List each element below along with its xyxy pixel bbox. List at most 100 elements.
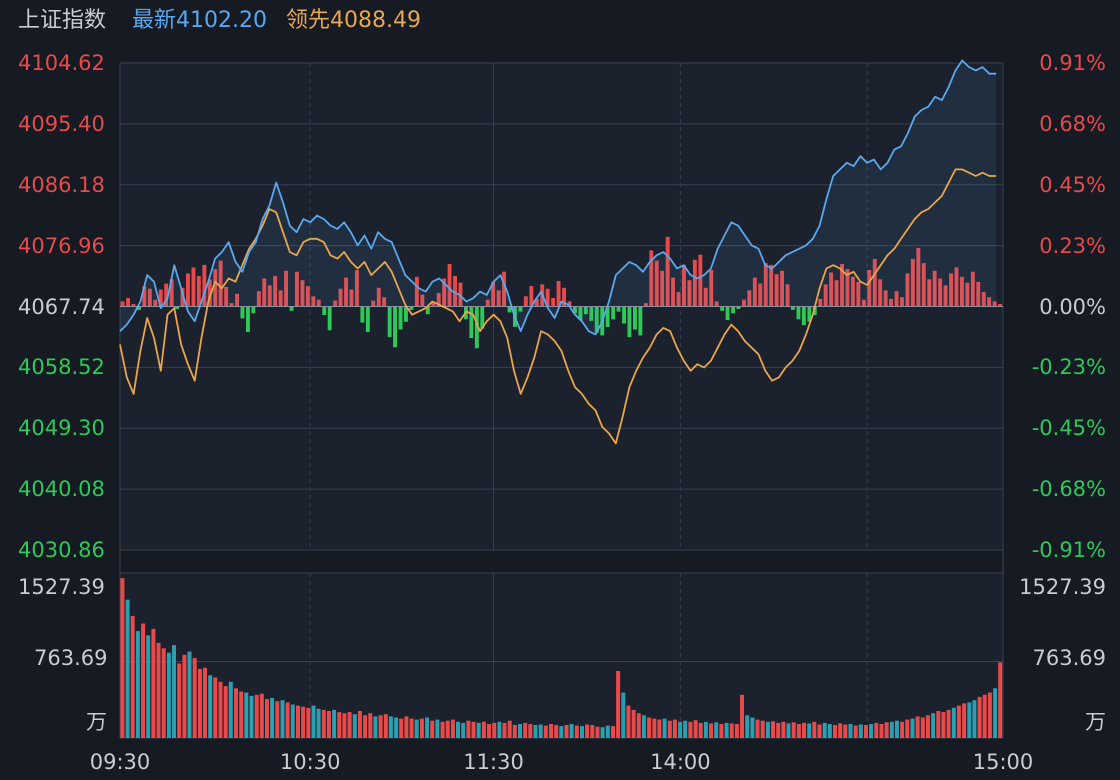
volume-bar [130,615,135,738]
diff-bar [431,302,436,307]
diff-bar [573,306,577,314]
diff-bar [126,298,130,307]
volume-tick-label: 763.69 [34,646,108,670]
volume-bar [337,712,342,738]
volume-bar [223,686,228,738]
diff-bar [436,292,441,307]
volume-bar [611,726,615,738]
volume-bar [714,722,719,738]
volume-bar [528,724,533,738]
volume-bar [321,709,326,738]
volume-tick-label: 763.69 [1032,646,1106,670]
volume-bar [461,722,466,738]
volume-bar [543,725,548,738]
diff-bar [872,258,877,307]
volume-bar [931,713,936,738]
percent-tick-label: 0.23% [1039,233,1106,258]
volume-bar [962,703,967,738]
diff-bar [551,298,556,307]
diff-bar [796,306,801,320]
diff-bar [371,300,376,307]
volume-bar [399,718,404,738]
diff-bar [845,269,850,307]
price-tick-label: 4030.86 [18,538,105,562]
volume-bar [326,711,331,738]
volume-tick-label: 1527.39 [1019,575,1106,599]
volume-bar [807,723,812,738]
diff-bar [425,306,430,315]
time-tick-label: 09:30 [89,750,151,774]
diff-bar [709,270,714,307]
volume-bar [693,720,698,738]
volume-bar [177,663,182,738]
diff-bar [851,276,855,307]
volume-bar [306,707,311,738]
volume-bar [378,715,383,738]
volume-bar [879,724,884,738]
volume-bar [869,724,874,738]
volume-bar [192,658,197,738]
diff-bar [376,287,381,307]
diff-bar [943,285,948,307]
volume-bar [600,727,605,738]
diff-bar [224,287,229,307]
diff-bar [169,279,174,307]
volume-bar [889,721,894,738]
volume-bar [203,667,207,738]
volume-bar [409,718,414,738]
volume-bar [853,725,858,738]
volume-bar [858,724,863,738]
diff-bar [229,303,234,307]
diff-bar [654,260,659,307]
percent-tick-label: 0.91% [1039,51,1106,75]
volume-bar [275,701,280,738]
diff-bar [769,264,774,307]
volume-bar [998,662,1003,738]
volume-bar [523,722,528,738]
volume-bar [538,724,543,738]
diff-bar [774,274,779,307]
volume-bar [724,722,729,738]
diff-bar [480,306,485,329]
volume-bar [703,721,708,738]
volume-bar [559,726,564,738]
percent-tick-label: 0.45% [1039,172,1106,197]
diff-bar [534,298,539,307]
diff-bar [562,287,566,307]
volume-bar [388,716,393,738]
diff-bar [246,306,250,332]
price-tick-label: 4040.08 [18,477,105,502]
volume-bar [662,718,667,738]
volume-bar [254,694,259,738]
percent-tick-label: -0.23% [1031,355,1106,380]
diff-bar [998,304,1002,307]
diff-bar [404,306,408,322]
diff-bar [627,306,632,338]
volume-bar [244,692,249,738]
volume-bar [228,681,233,738]
diff-bar [529,286,534,307]
volume-bar [440,721,445,738]
diff-bar [175,306,179,309]
diff-bar [305,286,310,307]
volume-bar [265,699,269,738]
volume-bar [394,717,399,738]
volume-bar [688,721,693,738]
diff-bar [758,283,763,307]
volume-bar [316,708,321,738]
volume-bar [843,724,848,738]
volume-bar [445,720,450,738]
volume-bar [187,651,192,738]
diff-bar [360,306,365,323]
volume-bar [234,688,238,738]
volume-bar [678,721,683,738]
diff-bar [932,270,937,307]
diff-bar [867,270,872,307]
diff-bar [153,299,158,307]
diff-bar [698,254,703,307]
diff-bar [965,282,970,307]
volume-bar [492,722,497,738]
price-tick-label: 4104.62 [18,51,105,75]
volume-bar [213,677,218,738]
